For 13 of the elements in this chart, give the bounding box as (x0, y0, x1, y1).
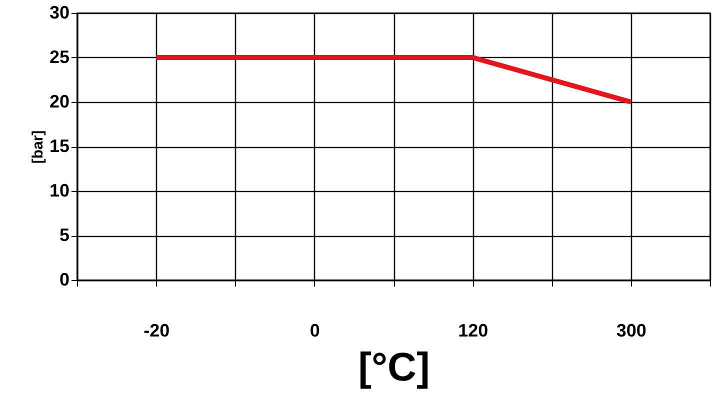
x-tick-label: -20 (144, 320, 170, 340)
x-tick-label: 300 (616, 320, 646, 340)
y-tick-label: 5 (59, 225, 70, 245)
y-tick-label: 10 (49, 180, 70, 200)
y-axis-title: [bar] (29, 130, 46, 164)
y-tick-label: 25 (49, 47, 70, 67)
x-tick-label: 0 (310, 320, 320, 340)
x-axis-title: [°C] (358, 346, 430, 390)
y-tick-label: 0 (59, 270, 70, 290)
y-tick-label: 15 (49, 136, 70, 156)
y-tick-label: 20 (49, 92, 70, 112)
y-tick-label: 30 (49, 2, 70, 22)
x-tick-label: 120 (458, 320, 488, 340)
